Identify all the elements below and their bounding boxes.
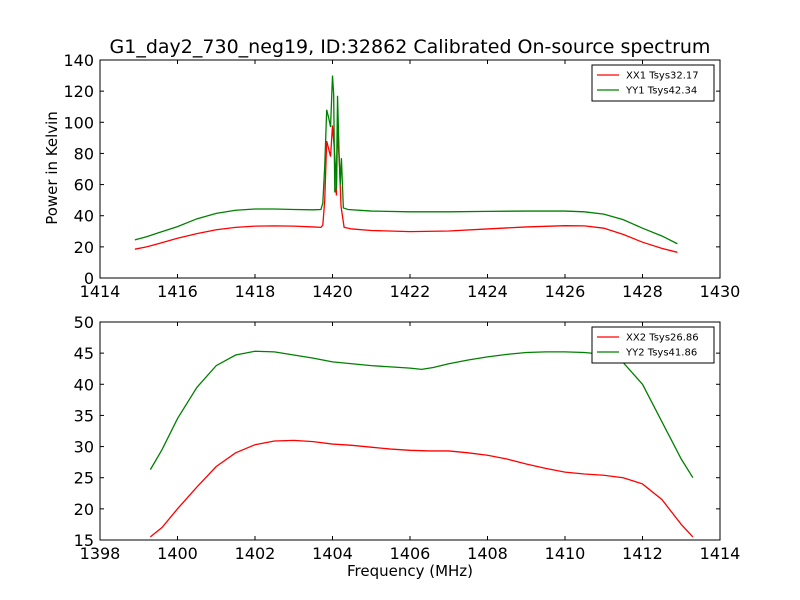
x-tick-label: 1398: [80, 544, 121, 563]
y-tick-label: 20: [74, 500, 94, 519]
y-tick-label: 30: [74, 438, 94, 457]
x-tick-label: 1426: [545, 282, 586, 301]
y-axis-label: Power in Kelvin: [43, 111, 61, 225]
y-tick-label: 60: [74, 176, 94, 195]
x-tick-label: 1410: [545, 544, 586, 563]
x-tick-label: 1430: [700, 282, 741, 301]
y-tick-label: 50: [74, 313, 94, 332]
y-tick-label: 140: [63, 51, 94, 70]
x-tick-label: 1418: [235, 282, 276, 301]
y-tick-label: 15: [74, 531, 94, 550]
y-tick-label: 45: [74, 344, 94, 363]
legend: XX1 Tsys32.17 YY1 Tsys42.34: [591, 64, 715, 102]
x-tick-label: 1404: [312, 544, 353, 563]
x-tick-label: 1414: [700, 544, 741, 563]
legend-box: [591, 326, 715, 364]
series-line-2: [149, 350, 694, 479]
legend-box: [591, 64, 715, 102]
x-tick-label: 1406: [390, 544, 431, 563]
x-tick-label: 1420: [312, 282, 353, 301]
legend-label: YY2 Tsys41.86: [625, 348, 697, 359]
y-tick-label: 120: [63, 82, 94, 101]
y-tick-label: 25: [74, 469, 94, 488]
x-tick-label: 1422: [390, 282, 431, 301]
x-tick-label: 1402: [235, 544, 276, 563]
y-tick-label: 80: [74, 144, 94, 163]
x-tick-label: 1424: [467, 282, 508, 301]
top-plot-area: 1414 1416 1418 1420 1422 1424 1426 1428 1430 0 20 4…: [63, 51, 740, 301]
x-tick-label: 1414: [80, 282, 121, 301]
y-tick-label: 40: [74, 375, 94, 394]
legend-label: XX1 Tsys32.17: [626, 71, 699, 82]
y-tick-label: 20: [74, 238, 94, 257]
legend: XX2 Tsys26.86 YY2 Tsys41.86: [591, 326, 715, 364]
y-tick-label: 35: [74, 406, 94, 425]
x-tick-label: 1428: [622, 282, 663, 301]
x-axis-label: Frequency (MHz): [347, 562, 473, 580]
x-tick-label: 1416: [157, 282, 198, 301]
x-tick-label: 1400: [157, 544, 198, 563]
series-line-1: [149, 439, 694, 538]
y-tick-label: 40: [74, 207, 94, 226]
x-tick-label: 1412: [622, 544, 663, 563]
y-tick-label: 100: [63, 113, 94, 132]
bottom-plot-area: 1398 1400 1402 1404 1406 1408 1410 1412 1414 15 20…: [74, 313, 741, 563]
x-tick-label: 1408: [467, 544, 508, 563]
chart-title: G1_day2_730_neg19, ID:32862 Calibrated O…: [110, 36, 711, 58]
legend-label: XX2 Tsys26.86: [626, 333, 699, 344]
series-line-1: [134, 125, 678, 253]
legend-label: YY1 Tsys42.34: [625, 86, 697, 97]
series-line-2: [134, 75, 678, 245]
y-tick-label: 0: [84, 269, 94, 288]
